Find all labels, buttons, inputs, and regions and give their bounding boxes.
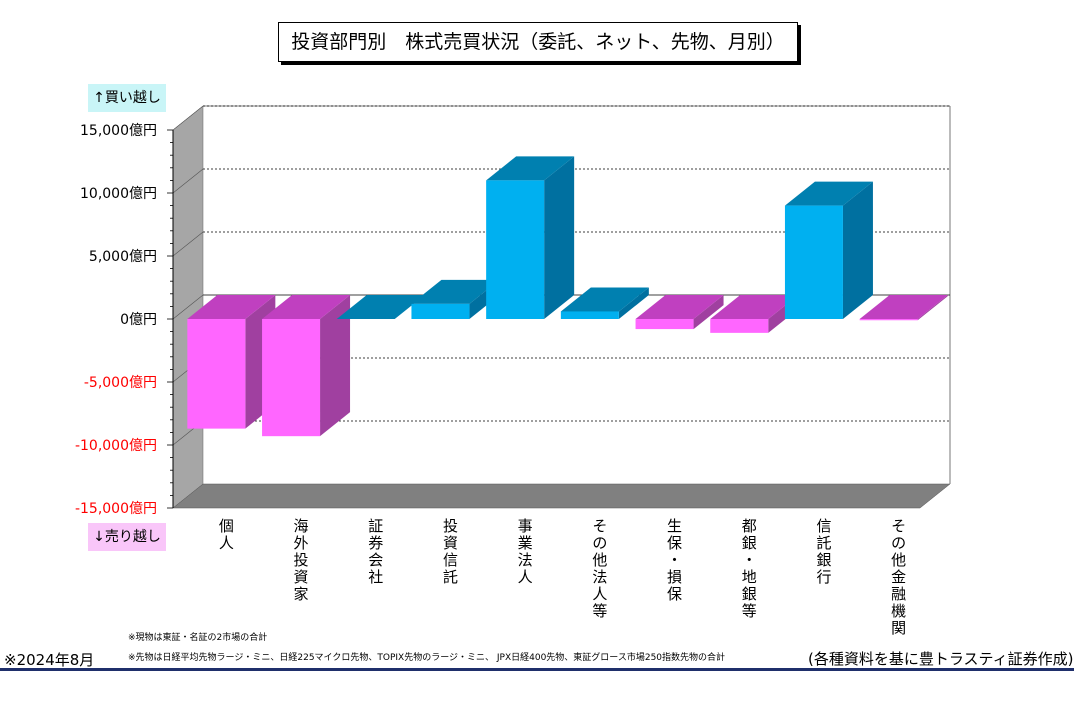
y-tick-label: 10,000億円 — [80, 186, 157, 202]
bar-front — [187, 319, 246, 429]
bars — [187, 156, 948, 437]
x-category-label: 海外投資家 — [294, 517, 309, 603]
bar-top — [187, 295, 276, 319]
bar-side — [544, 156, 575, 319]
bar — [859, 295, 948, 321]
y-tick-label: 15,000億円 — [80, 123, 157, 139]
bar-side — [320, 295, 351, 437]
chart-floor — [172, 483, 951, 509]
wall-gridline — [172, 294, 204, 320]
bar — [336, 295, 425, 319]
buy-label: ↑買い越し — [88, 84, 166, 112]
y-tick-label: -15,000億円 — [75, 501, 157, 517]
chart-title: 投資部門別 株式売買状況（委託、ネット、先物、月別） — [278, 22, 798, 62]
bar — [784, 181, 873, 319]
x-category-label: 生保・損保 — [667, 517, 682, 603]
bar-side — [693, 295, 724, 330]
bar-top — [859, 295, 948, 319]
bar-top — [336, 295, 425, 319]
wall-gridline — [172, 231, 204, 257]
bar-front — [486, 180, 545, 319]
date-note: ※2024年8月 — [4, 651, 95, 669]
x-category-label: その他法人等 — [592, 517, 607, 620]
bar-side — [618, 287, 649, 319]
bar-front — [560, 311, 619, 319]
wall-gridline — [172, 105, 204, 131]
x-axis: 個人 海外投資家 証券会社 投資信託 事業法人 その他法人等 生保・損保 都銀・地銀等 信託銀行… — [219, 517, 906, 637]
bar — [262, 295, 351, 437]
bar-side — [917, 295, 948, 321]
bar-front — [784, 205, 843, 319]
x-category-label: 証券会社 — [368, 517, 383, 586]
y-tick-label: -10,000億円 — [75, 438, 157, 454]
y-tick-label: 5,000億円 — [89, 249, 157, 265]
bar-front — [859, 319, 918, 321]
bar — [486, 156, 575, 319]
bar-top — [560, 287, 649, 312]
source-note: (各種資料を基に豊トラスティ証券作成) — [808, 650, 1074, 668]
bar — [635, 295, 724, 330]
y-axis: 15,000億円 10,000億円 5,000億円 0億円 -5,000億円 -10,00… — [75, 123, 174, 517]
note-genbutsu: ※現物は東証・名証の2市場の合計 — [128, 633, 268, 643]
bar-top — [784, 181, 873, 206]
bar-front — [262, 319, 321, 437]
x-category-label: 都銀・地銀等 — [742, 517, 757, 620]
bar-top — [486, 156, 575, 181]
bar-top — [262, 295, 351, 319]
bar-top — [635, 295, 724, 319]
bar-front — [411, 303, 470, 319]
x-category-label: その他金融機関 — [891, 517, 906, 637]
y-tick-label: -5,000億円 — [84, 375, 157, 391]
bar-front — [635, 319, 694, 330]
y-tick-label: 0億円 — [120, 312, 157, 328]
note-sakimono: ※先物は日経平均先物ラージ・ミニ、日経225マイクロ先物、TOPIX先物のラージ… — [128, 653, 726, 663]
bar-top — [411, 279, 500, 304]
bar-front — [710, 319, 769, 333]
bar — [560, 287, 649, 319]
x-category-label: 個人 — [219, 517, 234, 552]
x-category-label: 投資信託 — [443, 517, 458, 586]
bar-top — [710, 295, 799, 319]
x-category-label: 信託銀行 — [816, 517, 831, 586]
footer-rule — [0, 668, 1074, 671]
bar-side — [842, 181, 873, 319]
wall-gridline — [172, 168, 204, 194]
sell-label: ↓売り越し — [88, 523, 166, 551]
x-category-label: 事業法人 — [518, 517, 533, 586]
